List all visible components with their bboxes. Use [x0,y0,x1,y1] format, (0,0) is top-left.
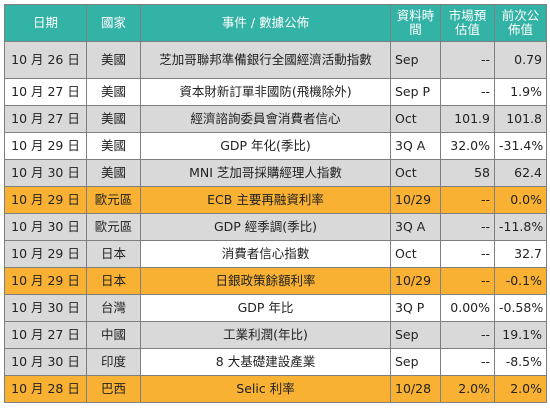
cell-period: Sep [390,321,441,349]
cell-event: GDP 年化(季比) [140,132,391,160]
table-row: 10 月 30 日台灣 GDP 年比 3Q P 0.00% -0.58% [4,294,547,322]
table-row: 10 月 29 日美國 GDP 年化(季比) 3Q A 32.0% -31.4% [4,132,547,160]
cell-event: 8 大基礎建設產業 [140,348,391,376]
cell-period: Sep P [390,78,441,106]
cell-previous: 1.9% [494,78,547,106]
cell-date: 10 月 29 日 [4,132,87,160]
cell-previous: -11.8% [494,213,547,241]
cell-country: 美國 [86,132,141,160]
cell-date: 10 月 27 日 [4,78,87,106]
column-header-country: 國家 [86,4,141,42]
table-row: 10 月 27 日美國 資本財新訂單非國防(飛機除外) Sep P -- 1.9% [4,78,547,106]
cell-date: 10 月 29 日 [4,267,87,295]
table-row: 10 月 29 日歐元區 ECB 主要再融資利率 10/29 -- 0.0% [4,186,547,214]
table-row: 10 月 26 日美國 芝加哥聯邦準備銀行全國經濟活動指數 Sep -- 0.79 [4,41,547,79]
cell-event: ECB 主要再融資利率 [140,186,391,214]
cell-previous: 2.0% [494,375,547,403]
cell-period: 3Q A [390,132,441,160]
cell-date: 10 月 28 日 [4,375,87,403]
cell-country: 歐元區 [86,213,141,241]
column-header-date: 日期 [4,4,87,42]
cell-forecast: 0.00% [440,294,495,322]
cell-period: Oct [390,105,441,133]
cell-forecast: -- [440,213,495,241]
cell-date: 10 月 29 日 [4,240,87,268]
table-row: 10 月 27 日中國 工業利潤(年比) Sep -- 19.1% [4,321,547,349]
cell-previous: -0.58% [494,294,547,322]
cell-forecast: -- [440,348,495,376]
cell-period: 3Q P [390,294,441,322]
cell-forecast: -- [440,267,495,295]
cell-date: 10 月 30 日 [4,348,87,376]
cell-date: 10 月 30 日 [4,294,87,322]
cell-forecast: 101.9 [440,105,495,133]
cell-country: 中國 [86,321,141,349]
cell-previous: -31.4% [494,132,547,160]
cell-forecast: -- [440,78,495,106]
cell-forecast: -- [440,321,495,349]
cell-event: 資本財新訂單非國防(飛機除外) [140,78,391,106]
cell-previous: -8.5% [494,348,547,376]
cell-country: 美國 [86,159,141,187]
cell-date: 10 月 27 日 [4,321,87,349]
cell-country: 日本 [86,267,141,295]
table-row: 10 月 28 日巴西 Selic 利率 10/28 2.0% 2.0% [4,375,547,403]
column-header-event: 事件 / 數據公佈 [140,4,391,42]
cell-period: 10/29 [390,267,441,295]
cell-period: Oct [390,159,441,187]
cell-event: 消費者信心指數 [140,240,391,268]
cell-forecast: 58 [440,159,495,187]
cell-period: 10/28 [390,375,441,403]
column-header-period: 資料時間 [390,4,441,42]
cell-period: Sep [390,41,441,79]
column-header-forecast: 市場預估值 [440,4,495,42]
cell-previous: 101.8 [494,105,547,133]
table-row: 10 月 29 日日本 日銀政策餘額利率 10/29 -- -0.1% [4,267,547,295]
cell-country: 歐元區 [86,186,141,214]
cell-forecast: 32.0% [440,132,495,160]
cell-country: 美國 [86,78,141,106]
cell-previous: -0.1% [494,267,547,295]
cell-forecast: -- [440,240,495,268]
table-row: 10 月 30 日美國 MNI 芝加哥採購經理人指數 Oct 58 62.4 [4,159,547,187]
table-row: 10 月 29 日日本 消費者信心指數 Oct -- 32.7 [4,240,547,268]
cell-country: 巴西 [86,375,141,403]
cell-country: 美國 [86,41,141,79]
cell-period: 10/29 [390,186,441,214]
cell-previous: 19.1% [494,321,547,349]
cell-date: 10 月 30 日 [4,159,87,187]
cell-country: 印度 [86,348,141,376]
cell-date: 10 月 27 日 [4,105,87,133]
cell-event: 芝加哥聯邦準備銀行全國經濟活動指數 [140,41,391,79]
cell-country: 美國 [86,105,141,133]
cell-country: 日本 [86,240,141,268]
cell-forecast: -- [440,41,495,79]
cell-previous: 0.79 [494,41,547,79]
cell-forecast: 2.0% [440,375,495,403]
cell-event: MNI 芝加哥採購經理人指數 [140,159,391,187]
cell-event: 日銀政策餘額利率 [140,267,391,295]
cell-previous: 0.0% [494,186,547,214]
cell-previous: 62.4 [494,159,547,187]
cell-period: 3Q A [390,213,441,241]
cell-period: Sep [390,348,441,376]
cell-previous: 32.7 [494,240,547,268]
cell-event: 工業利潤(年比) [140,321,391,349]
cell-event: Selic 利率 [140,375,391,403]
cell-forecast: -- [440,186,495,214]
cell-period: Oct [390,240,441,268]
cell-event: 經濟諮詢委員會消費者信心 [140,105,391,133]
table-header-row: 日期 國家 事件 / 數據公佈 資料時間 市場預估值 前次公佈值 [4,4,547,42]
cell-date: 10 月 30 日 [4,213,87,241]
cell-date: 10 月 29 日 [4,186,87,214]
cell-event: GDP 年比 [140,294,391,322]
cell-event: GDP 經季調(季比) [140,213,391,241]
economic-calendar-table: 日期 國家 事件 / 數據公佈 資料時間 市場預估值 前次公佈值 10 月 26… [4,4,547,403]
column-header-previous: 前次公佈值 [494,4,547,42]
table-row: 10 月 27 日美國 經濟諮詢委員會消費者信心 Oct 101.9 101.8 [4,105,547,133]
table-row: 10 月 30 日印度 8 大基礎建設產業 Sep -- -8.5% [4,348,547,376]
cell-country: 台灣 [86,294,141,322]
table-row: 10 月 30 日歐元區 GDP 經季調(季比) 3Q A -- -11.8% [4,213,547,241]
cell-date: 10 月 26 日 [4,41,87,79]
